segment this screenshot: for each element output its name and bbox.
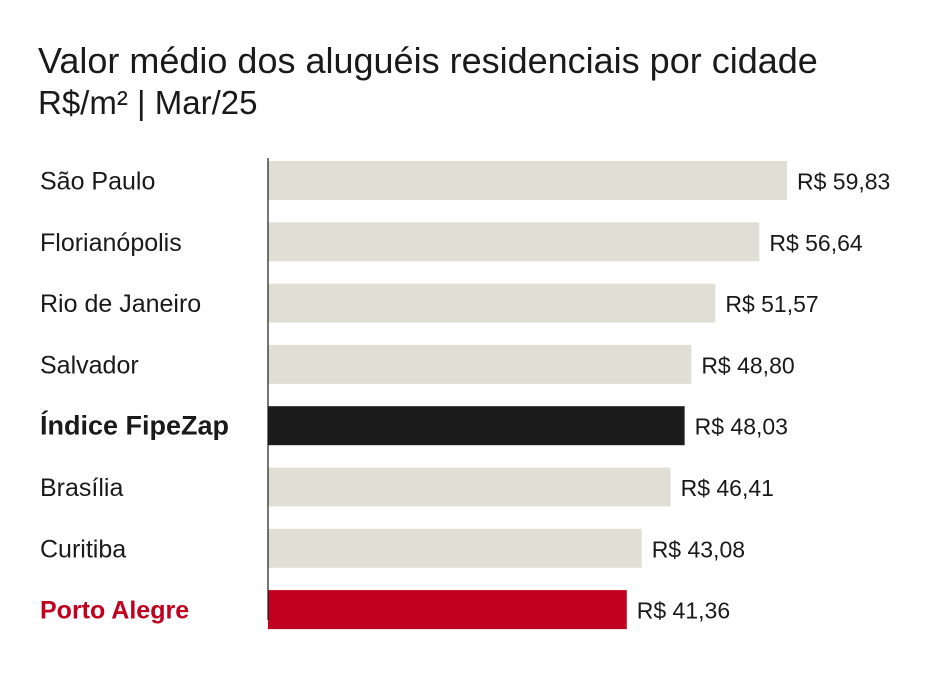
chart-subtitle: R$/m² | Mar/25: [38, 84, 258, 121]
category-label-brasilia: Brasília: [40, 474, 123, 502]
category-label-porto-alegre: Porto Alegre: [40, 597, 189, 625]
bar-curitiba: [268, 528, 642, 568]
category-label-curitiba: Curitiba: [40, 535, 126, 563]
bar-brasilia: [268, 467, 671, 507]
value-label-rio-de-janeiro: R$ 51,57: [725, 291, 818, 317]
category-label-florianopolis: Florianópolis: [40, 229, 182, 257]
value-label-porto-alegre: R$ 41,36: [637, 598, 730, 624]
bar-rio-de-janeiro: [268, 283, 716, 323]
value-label-indice-fipezap: R$ 48,03: [695, 414, 788, 440]
category-label-indice-fipezap: Índice FipeZap: [40, 410, 229, 441]
bar-porto-alegre: [268, 590, 627, 630]
category-label-salvador: Salvador: [40, 351, 139, 379]
value-label-florianopolis: R$ 56,64: [769, 230, 863, 256]
bar-sao-paulo: [268, 161, 787, 200]
category-label-rio-de-janeiro: Rio de Janeiro: [40, 290, 201, 318]
value-label-brasilia: R$ 46,41: [681, 475, 774, 501]
bar-florianopolis: [268, 222, 760, 262]
chart-title: Valor médio dos aluguéis residenciais po…: [38, 40, 818, 81]
bar-salvador: [268, 344, 692, 384]
category-label-sao-paulo: São Paulo: [40, 168, 155, 196]
value-label-curitiba: R$ 43,08: [652, 536, 745, 562]
bar-indice-fipezap: [268, 406, 685, 446]
value-label-sao-paulo: R$ 59,83: [797, 169, 890, 195]
value-label-salvador: R$ 48,80: [701, 352, 794, 378]
